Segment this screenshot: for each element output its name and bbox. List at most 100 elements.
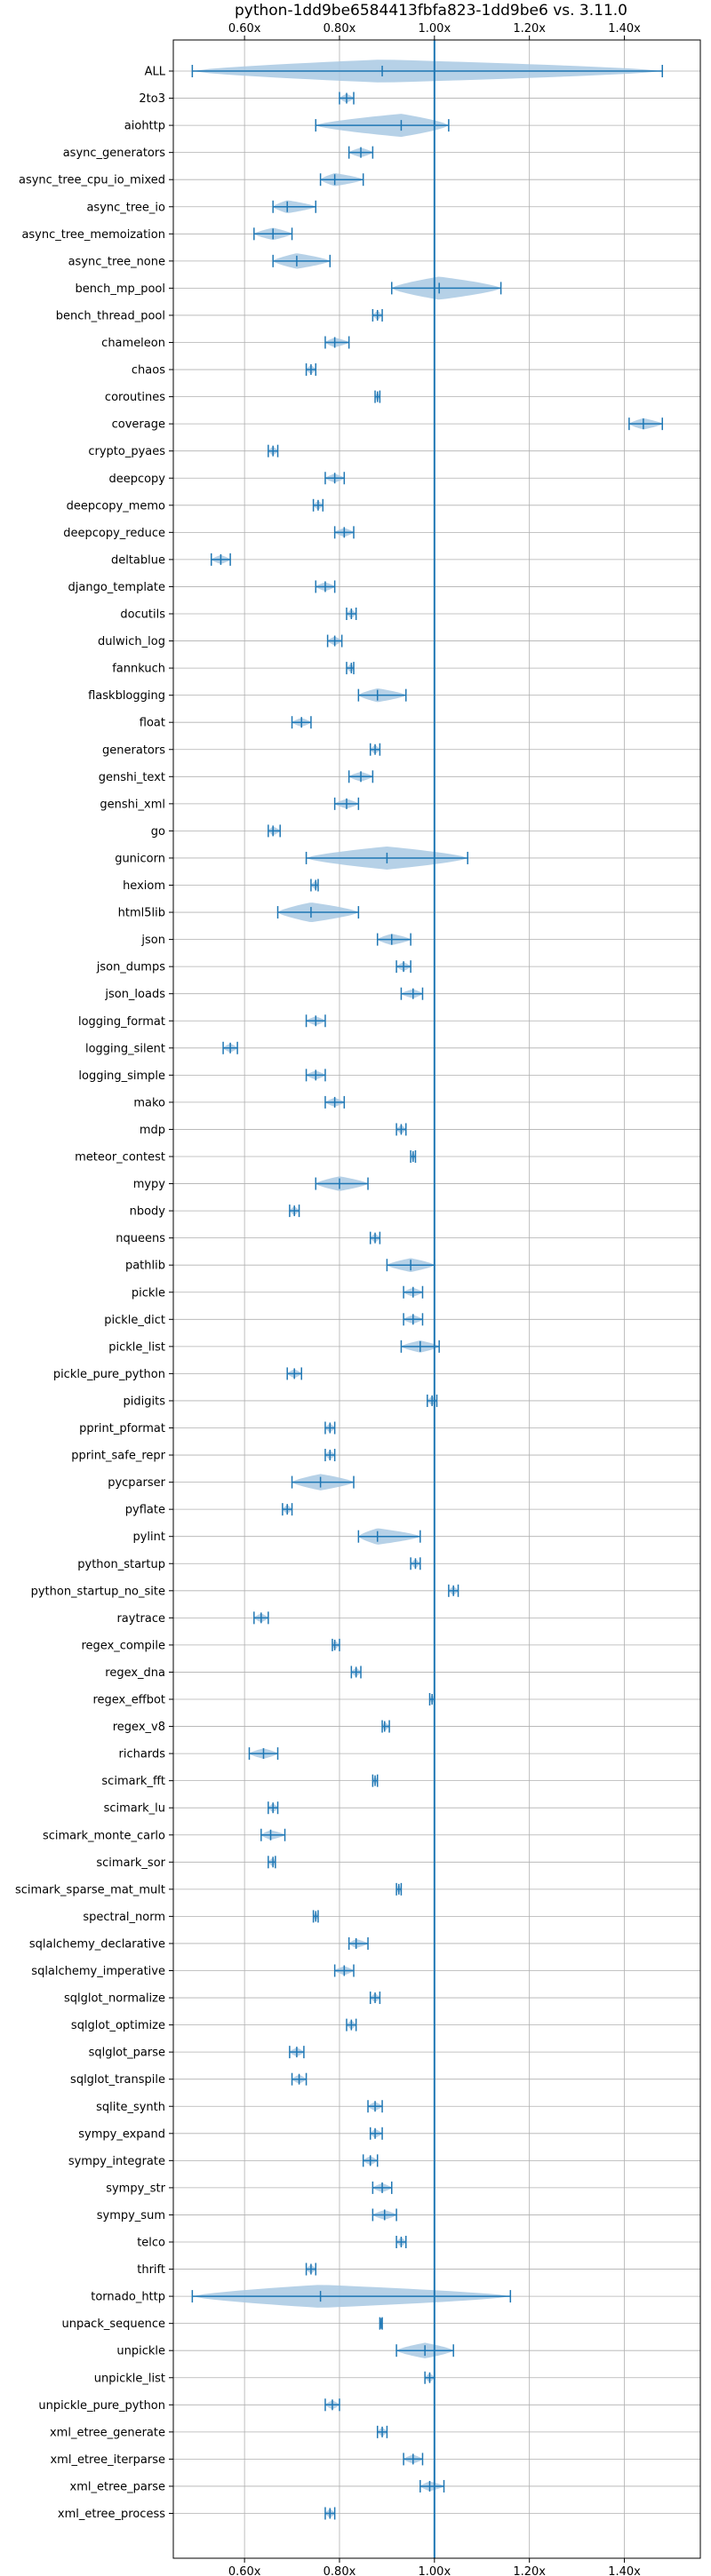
benchmark-label: genshi_text	[99, 771, 165, 784]
benchmark-label: async_tree_memoization	[21, 228, 165, 242]
benchmark-label: deepcopy_memo	[67, 499, 165, 513]
benchmark-label: xml_etree_iterparse	[50, 2453, 165, 2467]
benchmark-label: aiohttp	[124, 120, 165, 133]
benchmark-label: deepcopy_reduce	[63, 527, 165, 540]
benchmark-label: json_dumps	[96, 961, 165, 974]
benchmark-label: regex_compile	[81, 1639, 165, 1652]
benchmark-label: async_tree_none	[68, 255, 165, 268]
benchmark-label: scimark_lu	[104, 1802, 165, 1816]
benchmark-label: spectral_norm	[83, 1911, 165, 1924]
benchmark-label: crypto_pyaes	[88, 445, 165, 458]
benchmark-label: regex_dna	[105, 1666, 165, 1680]
benchmark-label: python_startup	[77, 1558, 165, 1571]
benchmark-label: richards	[119, 1748, 166, 1761]
x-tick-label-top: 1.00x	[419, 22, 451, 36]
benchmark-label: sympy_sum	[97, 2209, 165, 2222]
benchmark-label: raytrace	[116, 1612, 165, 1626]
benchmark-label: logging_simple	[78, 1069, 165, 1083]
plot-frame	[172, 39, 701, 2559]
benchmark-label: sympy_expand	[78, 2127, 165, 2141]
benchmark-label: pylint	[132, 1530, 165, 1544]
benchmark-label: sympy_str	[106, 2182, 165, 2195]
benchmark-label: pickle_list	[108, 1340, 165, 1354]
benchmark-label: xml_etree_process	[58, 2508, 165, 2521]
benchmark-label: nbody	[130, 1205, 166, 1219]
benchmark-label: fannkuch	[112, 663, 165, 676]
grid-layer	[169, 36, 700, 2563]
benchmark-label: unpack_sequence	[61, 2318, 165, 2331]
benchmark-label: async_tree_io	[86, 201, 165, 214]
benchmark-label: pprint_safe_repr	[71, 1450, 165, 1463]
x-tick-label-bottom: 1.20x	[513, 2565, 546, 2576]
benchmark-label: scimark_monte_carlo	[43, 1829, 165, 1842]
benchmark-label: unpickle_list	[94, 2372, 165, 2385]
x-tick-label-top: 1.40x	[608, 22, 641, 36]
benchmark-label: pickle	[132, 1286, 165, 1300]
benchmark-label: json	[140, 934, 165, 947]
benchmark-label: bench_thread_pool	[56, 309, 165, 322]
benchmark-label: chameleon	[101, 337, 165, 350]
benchmark-label: gunicorn	[115, 852, 165, 865]
benchmark-label: pidigits	[124, 1395, 166, 1408]
benchmark-label: genshi_xml	[100, 798, 165, 811]
x-tick-label-top: 0.60x	[228, 22, 261, 36]
benchmark-label: xml_etree_parse	[70, 2480, 165, 2493]
violin-layer	[191, 40, 664, 2558]
label-layer: 0.60x 0.60x 0.80x 0.80x 1.00x 1.00x 1.20x 1.20x…	[15, 22, 641, 2576]
benchmark-label: pathlib	[125, 1260, 165, 1273]
benchmark-label: async_tree_cpu_io_mixed	[19, 174, 165, 187]
benchmark-label: pickle_pure_python	[53, 1368, 165, 1381]
benchmark-label: sqlglot_parse	[89, 2047, 165, 2060]
benchmark-label: pyflate	[125, 1504, 165, 1517]
benchmark-label: xml_etree_generate	[50, 2426, 165, 2439]
benchmark-label: scimark_sparse_mat_mult	[15, 1883, 165, 1896]
x-tick-label-bottom: 0.60x	[228, 2565, 261, 2576]
benchmark-label: regex_v8	[113, 1721, 165, 1734]
benchmark-label: sqlalchemy_declarative	[29, 1937, 165, 1951]
benchmark-label: bench_mp_pool	[75, 282, 165, 296]
benchmark-label: coroutines	[105, 391, 165, 404]
benchmark-label: coverage	[112, 418, 165, 432]
benchmark-label: unpickle	[116, 2345, 165, 2358]
benchmark-label: deltablue	[111, 553, 165, 567]
benchmark-label: mypy	[133, 1178, 166, 1191]
benchmark-label: pickle_dict	[104, 1314, 165, 1327]
benchmark-label: scimark_fft	[101, 1775, 165, 1788]
benchmark-label: chaos	[132, 364, 165, 378]
benchmark-label: docutils	[120, 608, 165, 622]
x-tick-label-bottom: 1.40x	[608, 2565, 641, 2576]
benchmark-label: sqlite_synth	[96, 2101, 165, 2114]
benchmark-label: logging_format	[78, 1015, 165, 1029]
benchmark-label: meteor_contest	[75, 1151, 165, 1165]
benchmark-label: pycparser	[108, 1476, 165, 1490]
benchmark-label: hexiom	[123, 879, 165, 893]
benchmark-label: sqlglot_normalize	[64, 1992, 165, 2006]
benchmark-label: html5lib	[118, 907, 165, 920]
benchmark-label: generators	[102, 743, 165, 757]
x-tick-label-top: 0.80x	[324, 22, 356, 36]
benchmark-label: telco	[137, 2237, 165, 2250]
benchmark-label: scimark_sor	[96, 1856, 165, 1870]
benchmark-label: ALL	[145, 66, 166, 79]
benchmark-label: go	[151, 825, 165, 839]
x-tick-label-top: 1.20x	[513, 22, 546, 36]
benchmark-label: tornado_http	[91, 2291, 165, 2304]
benchmark-label: pprint_pformat	[79, 1422, 165, 1435]
benchmark-label: deepcopy	[108, 473, 165, 486]
benchmark-label: mdp	[140, 1124, 165, 1137]
benchmark-label: async_generators	[63, 147, 166, 160]
benchmark-label: dulwich_log	[98, 635, 165, 648]
benchmark-label: nqueens	[116, 1232, 165, 1245]
x-tick-label-bottom: 1.00x	[419, 2565, 451, 2576]
benchmark-label: 2to3	[139, 92, 165, 106]
benchmark-label: unpickle_pure_python	[38, 2399, 165, 2413]
benchmark-label: mako	[133, 1096, 165, 1109]
benchmark-label: json_loads	[104, 988, 165, 1001]
benchmark-label: django_template	[68, 581, 165, 594]
chart-title: python-1dd9be6584413fbfa823-1dd9be6 vs. …	[235, 2, 627, 20]
benchmark-label: sqlglot_transpile	[70, 2073, 165, 2087]
benchmark-label: sqlalchemy_imperative	[31, 1965, 165, 1978]
benchmark-label: thrift	[137, 2263, 165, 2277]
benchmark-label: flaskblogging	[88, 689, 165, 703]
